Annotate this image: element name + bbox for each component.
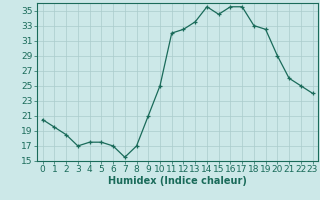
X-axis label: Humidex (Indice chaleur): Humidex (Indice chaleur): [108, 176, 247, 186]
